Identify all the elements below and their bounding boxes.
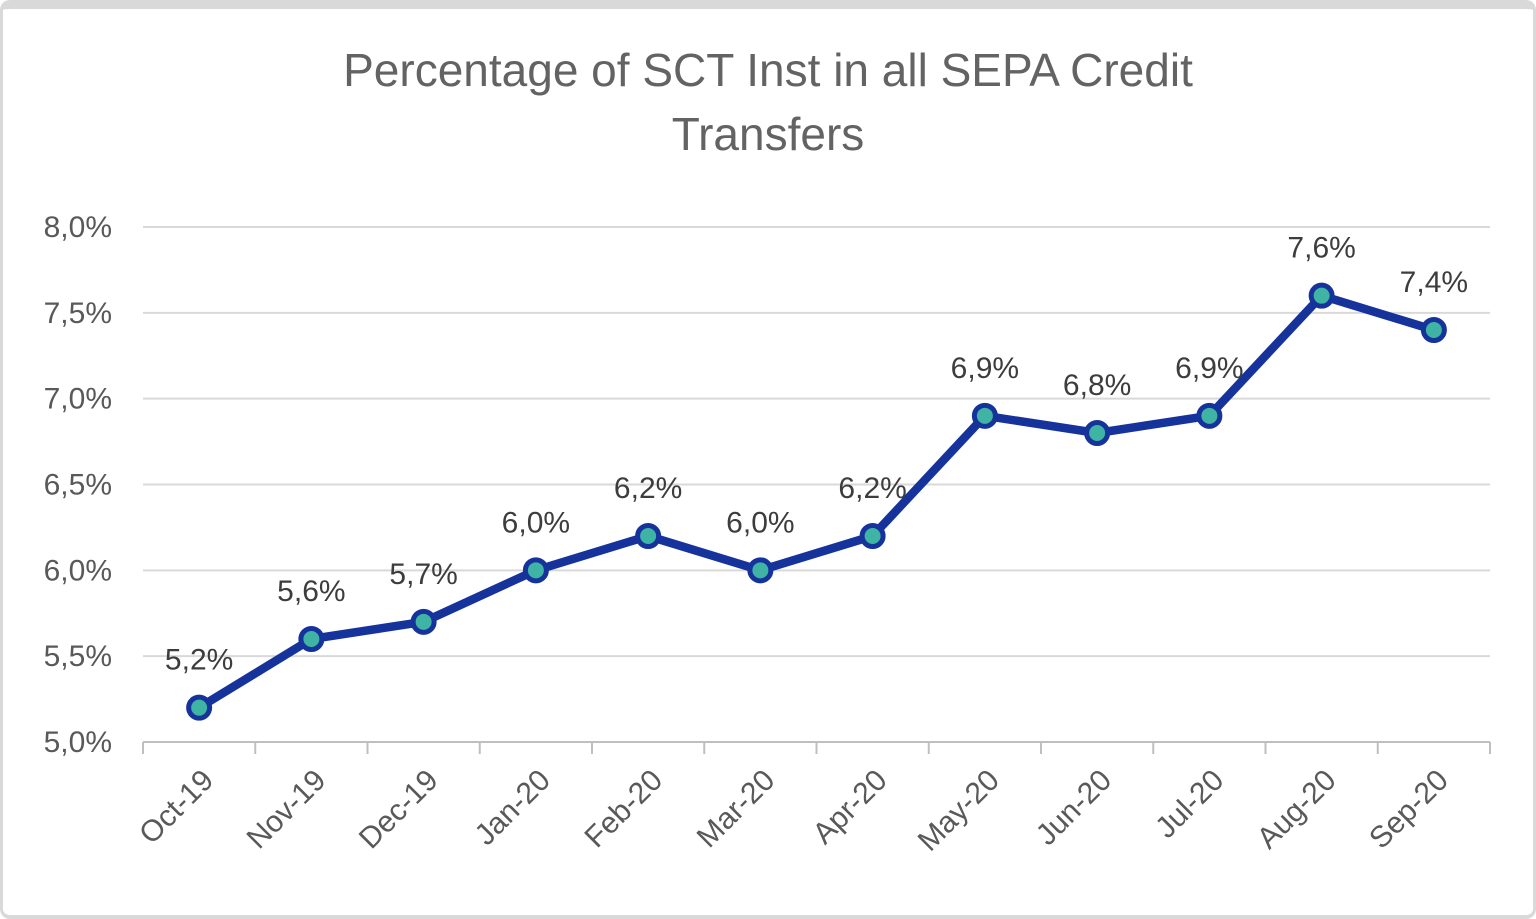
y-tick-label: 6,0%	[44, 554, 112, 587]
data-label: 7,4%	[1400, 266, 1468, 299]
data-point	[186, 694, 213, 721]
y-tick-label: 6,5%	[44, 469, 112, 502]
data-label: 6,2%	[614, 472, 682, 505]
data-point	[1420, 317, 1447, 343]
x-tick-label: Jun-20	[1030, 764, 1118, 852]
data-label: 6,9%	[951, 352, 1019, 385]
data-label: 6,8%	[1063, 369, 1131, 402]
data-label: 5,2%	[165, 644, 233, 677]
data-label: 5,7%	[389, 558, 457, 591]
x-tick-label: Sep-20	[1363, 764, 1455, 856]
y-axis-labels: 5,0% 5,5% 6,0% 6,5% 7,0% 7,5% 8,0%	[44, 211, 112, 759]
data-label: 6,0%	[726, 506, 794, 539]
data-labels: 5,2% 5,6% 5,7% 6,0% 6,2% 6,0% 6,2% 6,9% 6,8% 6,9%…	[165, 232, 1468, 677]
data-point	[1084, 420, 1111, 446]
series-path	[194, 291, 1439, 712]
data-point	[635, 523, 662, 549]
y-tick-label: 7,5%	[44, 297, 112, 330]
data-point	[1308, 282, 1335, 309]
x-tick-label: Jul-20	[1149, 764, 1230, 845]
gridlines	[143, 226, 1490, 658]
data-label: 5,6%	[277, 575, 345, 608]
chart-title-line-2: Transfers	[671, 108, 865, 160]
series-line	[194, 291, 1439, 712]
y-tick-label: 5,5%	[44, 640, 112, 673]
x-axis-labels: Oct-19 Nov-19 Dec-19 Jan-20 Feb-20 Mar-20 Apr-…	[133, 764, 1455, 858]
data-point	[859, 523, 886, 549]
data-point	[971, 402, 998, 429]
x-tick-label: Mar-20	[691, 764, 782, 855]
y-tick-label: 7,0%	[44, 383, 112, 416]
data-point	[747, 557, 774, 584]
x-tick-label: Feb-20	[579, 764, 670, 855]
x-tick-label: Apr-20	[807, 764, 894, 851]
x-tick-label: Dec-19	[353, 764, 445, 856]
chart-title-line-1: Percentage of SCT Inst in all SEPA Credi…	[343, 44, 1193, 96]
x-tick-label: Jan-20	[469, 764, 557, 852]
data-label: 6,9%	[1175, 352, 1243, 385]
data-point	[298, 626, 325, 652]
data-label: 6,0%	[502, 506, 570, 539]
x-tick-label: Nov-19	[241, 764, 333, 856]
x-tick-label: Aug-20	[1251, 764, 1343, 856]
data-label: 6,2%	[838, 472, 906, 505]
y-tick-label: 8,0%	[44, 211, 112, 244]
x-tick-label: Oct-19	[133, 764, 220, 851]
y-tick-label: 5,0%	[44, 726, 112, 759]
data-label: 7,6%	[1287, 232, 1355, 265]
x-tick-label: May-20	[912, 764, 1006, 858]
x-axis	[142, 741, 1491, 754]
data-point	[522, 557, 549, 584]
data-point	[1196, 402, 1223, 429]
chart-title: Percentage of SCT Inst in all SEPA Credi…	[0, 38, 1536, 166]
data-point	[410, 608, 437, 635]
series-markers	[186, 282, 1447, 721]
